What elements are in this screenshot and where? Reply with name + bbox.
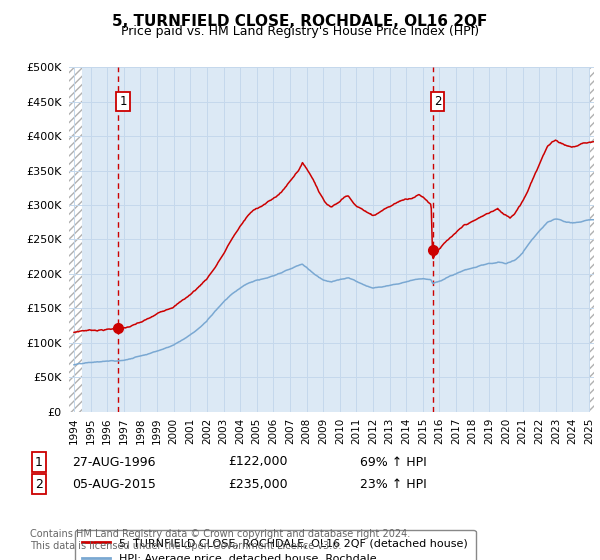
Text: £122,000: £122,000	[228, 455, 287, 469]
Text: Contains HM Land Registry data © Crown copyright and database right 2024.
This d: Contains HM Land Registry data © Crown c…	[30, 529, 410, 551]
Text: £235,000: £235,000	[228, 478, 287, 491]
Text: 1: 1	[119, 95, 127, 108]
Text: 2: 2	[434, 95, 442, 108]
Bar	[589, 67, 594, 412]
Text: 1: 1	[35, 455, 43, 469]
Text: 05-AUG-2015: 05-AUG-2015	[72, 478, 156, 491]
Text: 23% ↑ HPI: 23% ↑ HPI	[360, 478, 427, 491]
Text: Price paid vs. HM Land Registry's House Price Index (HPI): Price paid vs. HM Land Registry's House …	[121, 25, 479, 38]
Text: 2: 2	[35, 478, 43, 491]
Legend: 5, TURNFIELD CLOSE, ROCHDALE, OL16 2QF (detached house), HPI: Average price, det: 5, TURNFIELD CLOSE, ROCHDALE, OL16 2QF (…	[74, 530, 476, 560]
Text: 5, TURNFIELD CLOSE, ROCHDALE, OL16 2QF: 5, TURNFIELD CLOSE, ROCHDALE, OL16 2QF	[112, 14, 488, 29]
Text: 69% ↑ HPI: 69% ↑ HPI	[360, 455, 427, 469]
Bar	[69, 67, 82, 412]
Text: 27-AUG-1996: 27-AUG-1996	[72, 455, 155, 469]
